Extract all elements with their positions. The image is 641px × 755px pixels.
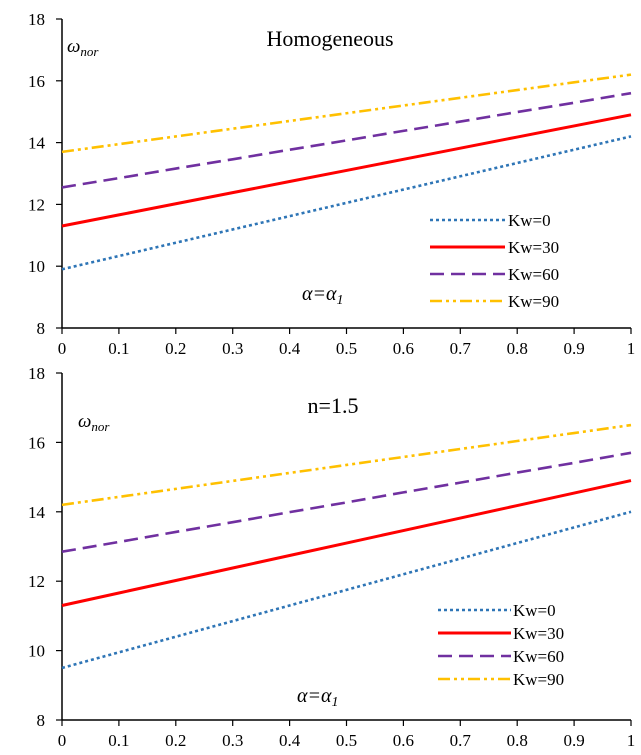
legend-label: Kw=30	[513, 624, 564, 643]
y-tick-label: 16	[28, 72, 45, 91]
legend-label: Kw=0	[508, 211, 551, 230]
series-line-kw-60	[61, 451, 632, 553]
x-tick-label: 0.8	[507, 731, 528, 750]
x-tick-label: 0.7	[450, 339, 472, 358]
y-tick-label: 18	[28, 10, 45, 29]
alpha-annotation-eq: =	[313, 283, 327, 305]
alpha-annotation-lhs: α	[297, 685, 308, 707]
series-line-kw-0	[61, 135, 632, 271]
alpha-annotation-rhs: α	[326, 283, 337, 305]
y-tick-label: 10	[28, 642, 45, 661]
legend-label: Kw=0	[513, 601, 556, 620]
x-tick-label: 0.3	[222, 731, 243, 750]
x-tick-label: 0.4	[279, 731, 301, 750]
y-tick-label: 12	[28, 195, 45, 214]
y-tick-label: 10	[28, 257, 45, 276]
y-tick-label: 8	[37, 711, 46, 730]
chart-panel-1: 8 10 12 14 16 18 0 0.1 0.2 0.3 0.4 0.5 0.6 0.7 0.8 0.9 1…	[28, 10, 635, 358]
x-tick-label: 0.5	[336, 339, 357, 358]
series-line-kw-30	[61, 113, 632, 228]
alpha-annotation-rhs-subscript: 1	[337, 293, 344, 308]
x-tick-label: 0.9	[563, 731, 584, 750]
legend: Kw=0 Kw=30 Kw=60 Kw=90	[438, 601, 564, 689]
x-tick-label: 0	[58, 731, 67, 750]
y-axis-label-symbol: ω	[67, 36, 80, 57]
x-tick-label: 0.9	[563, 339, 584, 358]
alpha-annotation: α=α1	[302, 283, 344, 308]
y-axis-label-subscript: nor	[80, 44, 99, 59]
y-tick-label: 8	[37, 319, 46, 338]
x-tick-label: 0.3	[222, 339, 243, 358]
series-line-kw-30	[61, 479, 632, 607]
chart-title: Homogeneous	[266, 26, 393, 51]
x-tick-label: 0.6	[393, 339, 414, 358]
y-tick-label: 12	[28, 572, 45, 591]
alpha-annotation-eq: =	[308, 685, 322, 707]
y-axis-label: ωnor	[67, 36, 99, 59]
chart-title: n=1.5	[308, 393, 359, 418]
legend: Kw=0 Kw=30 Kw=60 Kw=90	[430, 211, 559, 311]
x-tick-label: 1	[627, 339, 636, 358]
x-tick-label: 0	[58, 339, 67, 358]
series-line-kw-90	[61, 73, 632, 154]
legend-label: Kw=30	[508, 238, 559, 257]
legend-label: Kw=60	[508, 265, 559, 284]
y-axis-label-subscript: nor	[91, 419, 110, 434]
x-tick-label: 0.2	[165, 731, 186, 750]
legend-label: Kw=60	[513, 647, 564, 666]
alpha-annotation-rhs: α	[321, 685, 332, 707]
series-line-kw-0	[61, 510, 632, 670]
x-tick-label: 0.6	[393, 731, 414, 750]
legend-label: Kw=90	[513, 670, 564, 689]
alpha-annotation: α=α1	[297, 685, 339, 710]
x-tick-label: 0.2	[165, 339, 186, 358]
y-tick-label: 14	[28, 134, 46, 153]
chart-panel-2: 8 10 12 14 16 18 0 0.1 0.2 0.3 0.4 0.5 0.6 0.7 0.8 0.9 1…	[28, 364, 635, 750]
x-tick-label: 0.1	[108, 731, 129, 750]
alpha-annotation-rhs-subscript: 1	[332, 695, 339, 710]
y-axis-label: ωnor	[78, 411, 110, 434]
x-tick-label: 0.5	[336, 731, 357, 750]
y-axis-label-symbol: ω	[78, 411, 91, 432]
x-tick-label: 0.7	[450, 731, 472, 750]
x-tick-label: 0.8	[507, 339, 528, 358]
x-tick-label: 0.4	[279, 339, 301, 358]
x-tick-label: 1	[627, 731, 636, 750]
alpha-annotation-lhs: α	[302, 283, 313, 305]
series-line-kw-90	[61, 423, 632, 507]
y-tick-label: 16	[28, 433, 45, 452]
legend-label: Kw=90	[508, 292, 559, 311]
series-line-kw-60	[61, 91, 632, 189]
y-tick-label: 18	[28, 364, 45, 383]
y-tick-label: 14	[28, 503, 46, 522]
x-tick-label: 0.1	[108, 339, 129, 358]
